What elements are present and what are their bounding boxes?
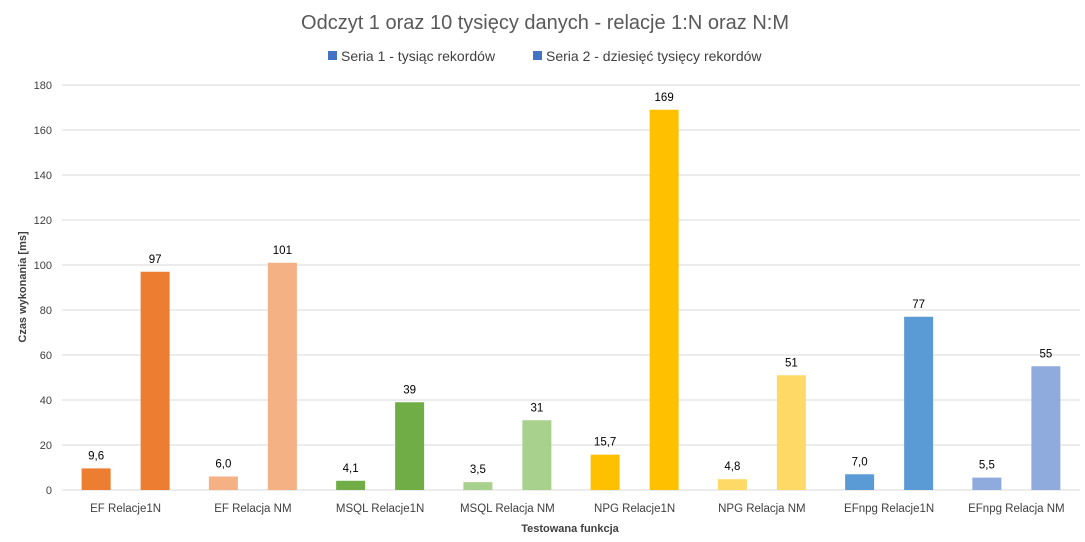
x-category-label: EF Relacje1N	[90, 503, 161, 515]
data-label-series-1: 4,1	[343, 463, 359, 475]
bar-series-2	[776, 375, 806, 490]
gridlines	[62, 84, 1080, 491]
data-label-series-2: 169	[655, 92, 674, 104]
x-category-label: NPG Relacja NM	[718, 503, 806, 515]
y-tick-label: 20	[40, 440, 52, 452]
data-label-series-2: 39	[403, 384, 416, 396]
data-label-series-2: 77	[912, 299, 925, 311]
chart-title: Odczyt 1 oraz 10 tysięcy danych - relacj…	[301, 12, 789, 34]
data-label-series-1: 7,0	[852, 456, 868, 468]
y-tick-label: 80	[40, 305, 52, 317]
x-category-label: MSQL Relacje1N	[336, 503, 424, 515]
y-tick-label: 120	[34, 215, 52, 227]
y-tick-label: 180	[34, 80, 52, 92]
y-tick-label: 100	[34, 260, 52, 272]
y-axis-ticks: 0 20 40 60 80 100 120 140 160 180	[34, 80, 52, 497]
data-label-series-2: 31	[530, 402, 543, 414]
x-category-label: NPG Relacje1N	[594, 503, 675, 515]
legend-label-series-1: Seria 1 - tysiąc rekordów	[341, 48, 496, 64]
bar-series-1	[717, 479, 747, 490]
bar-series-2	[395, 402, 425, 490]
x-axis-label: Testowana funkcja	[521, 523, 619, 535]
bar-series-2	[267, 262, 297, 490]
y-tick-label: 60	[40, 350, 52, 362]
data-label-series-1: 5,5	[979, 460, 995, 472]
bar-series-1	[845, 474, 875, 490]
legend: Seria 1 - tysiąc rekordów Seria 2 - dzie…	[328, 48, 762, 64]
bar-series-1	[972, 477, 1002, 490]
y-axis-label: Czas wykonania [ms]	[17, 231, 29, 343]
data-label-series-1: 3,5	[470, 464, 486, 476]
x-category-label: EFnpg Relacja NM	[968, 503, 1065, 515]
bar-series-1	[590, 454, 620, 490]
x-category-label: EF Relacja NM	[214, 503, 291, 515]
data-label-series-1: 6,0	[215, 459, 231, 471]
y-tick-label: 160	[34, 125, 52, 137]
bar-series-2	[140, 271, 170, 490]
data-labels: 9,6 97 6,0 101 4,1 39 3,5 31 15,7 169 4,8 51 7,0 77 5,…	[88, 92, 1052, 476]
bar-series-1	[208, 476, 238, 490]
y-tick-label: 0	[46, 485, 52, 497]
data-label-series-2: 55	[1039, 348, 1052, 360]
legend-label-series-2: Seria 2 - dziesięć tysięcy rekordów	[546, 48, 762, 64]
y-tick-label: 40	[40, 395, 52, 407]
data-label-series-1: 9,6	[88, 450, 104, 462]
legend-swatch-series-1	[328, 51, 337, 60]
data-label-series-2: 97	[149, 254, 162, 266]
x-category-label: EFnpg Relacje1N	[844, 503, 934, 515]
bar-series-1	[463, 482, 493, 490]
bar-series-2	[649, 109, 679, 490]
y-tick-label: 140	[34, 170, 52, 182]
bars	[81, 109, 1061, 490]
bar-series-2	[1031, 366, 1061, 490]
data-label-series-2: 51	[785, 357, 798, 369]
bar-series-2	[904, 316, 934, 490]
data-label-series-1: 15,7	[594, 437, 616, 449]
data-label-series-1: 4,8	[724, 461, 740, 473]
legend-swatch-series-2	[533, 51, 542, 60]
bar-series-1	[81, 468, 111, 490]
x-axis-categories: EF Relacje1N EF Relacja NM MSQL Relacje1N M…	[90, 503, 1064, 515]
x-category-label: MSQL Relacja NM	[460, 503, 555, 515]
data-label-series-2: 101	[273, 245, 292, 257]
bar-series-2	[522, 420, 552, 490]
bar-series-1	[336, 480, 366, 490]
